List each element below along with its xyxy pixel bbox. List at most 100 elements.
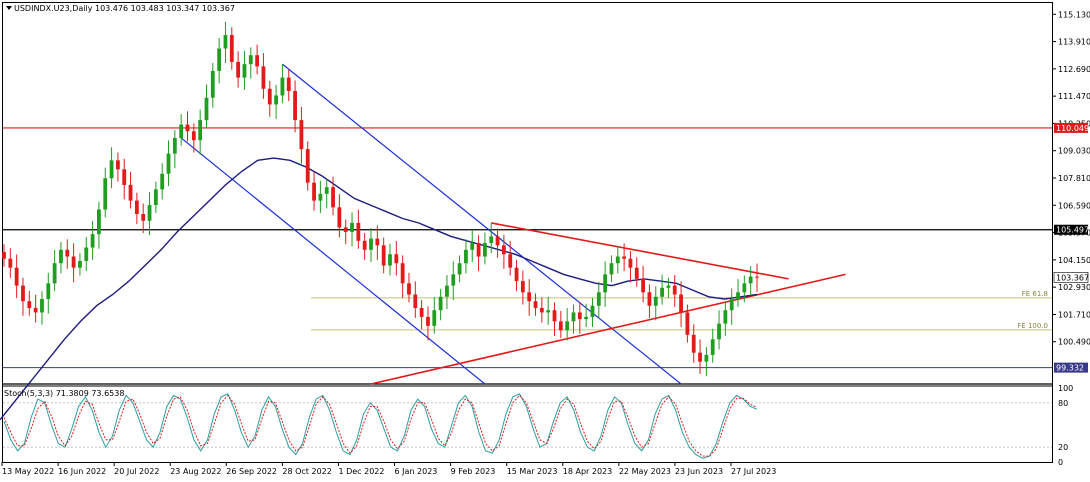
date-tick-label: 20 Jul 2022 [114,467,159,476]
candle-body [324,187,329,194]
candle-body [577,312,582,320]
candle-body [242,64,247,78]
candle-body [736,292,740,300]
candle-body [413,294,418,308]
candle-body [134,200,139,215]
candle-body [489,236,494,244]
channel-upper-line [282,63,682,385]
date-tick-label: 28 Oct 2022 [282,467,331,476]
candle-body [52,263,57,284]
fib-level-label: FE 100.0 [1017,322,1048,330]
date-tick-label: 27 Jul 2023 [731,467,776,476]
triangle-resistance-line [491,222,789,280]
candle-body [539,307,544,313]
candle-body [590,305,595,317]
candle-body [558,321,563,331]
price-tick-label: 109.030 [1058,147,1090,156]
candle-body [337,207,342,228]
candle-body [109,160,114,179]
candle-body [419,307,424,317]
candle-body [305,149,310,183]
triangle-trendlines[interactable] [370,222,846,385]
candle-body [742,283,747,293]
date-axis: 13 May 2022 16 Jun 2022 20 Jul 2022 23 Aug … [1,462,776,476]
candle-body [229,35,234,62]
candle-body [483,243,487,257]
candle-body [520,281,525,293]
candle-body [628,258,633,268]
candle-body [280,77,285,96]
candle-body [153,189,158,206]
candle-body [248,55,253,65]
candle-body [78,260,82,268]
price-label-text: 105.497 [1056,226,1089,235]
symbol-header: USDINDX.U23,Daily 103.476 103.483 103.34… [14,4,235,13]
candle-body [8,258,13,268]
candle-body [464,249,468,264]
price-label-text: 99.332 [1056,364,1084,373]
price-tick-label: 107.810 [1058,174,1090,183]
candle-body [476,243,481,257]
candle-body [312,182,316,201]
candle-body [685,312,690,335]
candle-body [501,245,506,255]
candle-body [204,97,209,121]
price-tick-label: 101.710 [1058,310,1090,319]
candle-body [318,193,323,201]
date-tick-label: 6 Jan 2023 [395,467,438,476]
candle-body [84,247,89,261]
candle-body [217,48,222,71]
price-tick-label: 112.690 [1058,65,1090,74]
candle-body [33,307,38,313]
current-price-label: 103.367 [1056,273,1089,282]
price-label-box [1054,362,1088,373]
candle-body [666,285,671,288]
date-tick-label: 23 Aug 2022 [170,467,221,476]
fib-level-label: FE 61.8 [1022,290,1048,298]
candle-body [172,137,177,154]
candle-body [755,276,759,278]
date-tick-label: 15 Mar 2023 [507,467,558,476]
candle-body [457,263,462,275]
candle-body [160,173,165,190]
stochastic-pane [3,393,1052,459]
candle-body [356,222,361,241]
candle-body [14,267,19,286]
candle-body [584,316,589,320]
candle-body [527,292,532,302]
price-tick-label: 104.150 [1058,256,1090,265]
candle-body [381,245,386,266]
candle-body [375,238,380,246]
candle-body [552,310,557,322]
candle-body [426,316,430,326]
price-axis: 115.130113.910112.690111.470110.250109.0… [1052,10,1090,467]
date-tick-label: 9 Feb 2023 [451,467,496,476]
candle-body [438,296,443,311]
candle-body [451,274,456,286]
plot-frame [2,2,1053,463]
triangle-down-icon[interactable] [6,6,12,10]
candle-body [717,323,721,340]
candle-body [198,120,203,141]
candle-body [533,301,538,308]
candle-body [710,339,715,355]
candle-body [97,209,101,235]
candle-body [571,312,576,322]
candle-body [514,267,519,282]
date-tick-label: 16 Jun 2022 [58,467,106,476]
stoch-tick-label: 0 [1058,458,1063,467]
candle-body [603,274,608,293]
candle-body [691,334,696,353]
candle-body [286,77,291,91]
candle-body [2,252,6,259]
candle-body [546,310,551,313]
date-tick-label: 18 Apr 2023 [563,467,612,476]
candle-body [641,278,645,293]
candle-body [299,120,304,150]
stoch-tick-label: 100 [1058,384,1073,393]
date-tick-label: 13 May 2022 [2,467,54,476]
candle-body [103,178,108,210]
candle-body [445,285,449,297]
